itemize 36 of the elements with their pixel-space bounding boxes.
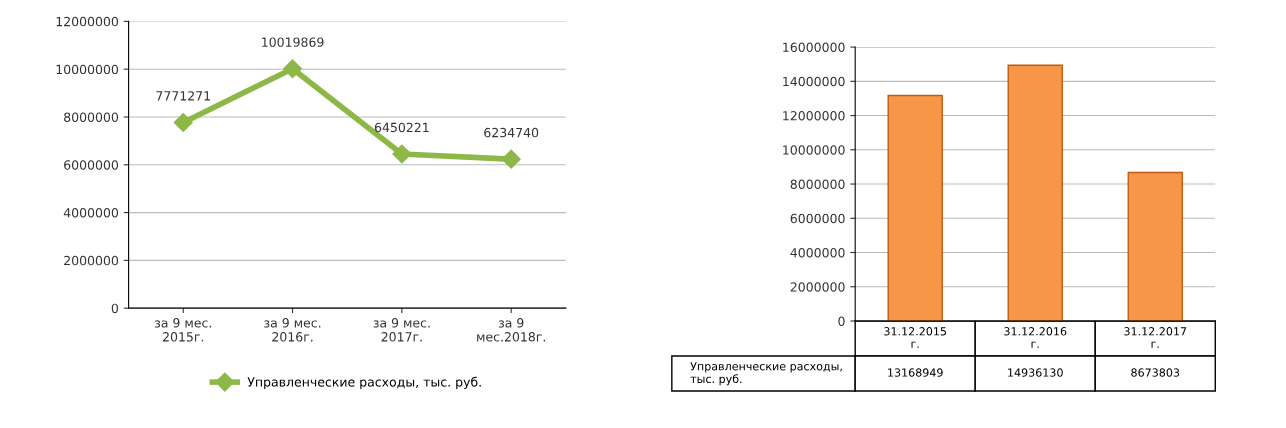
y-tick-label: 10000000	[56, 64, 119, 75]
data-label: 10019869	[262, 37, 324, 47]
point	[283, 59, 303, 79]
text: Управленческие расходы, тыс. руб.	[690, 362, 842, 386]
y-tick-label: 4000000	[790, 247, 845, 258]
x-tick-label: 31.12.2016 г.	[1004, 327, 1067, 348]
y-tick-label: 12000000	[56, 16, 119, 27]
data-label: 6450221	[374, 122, 429, 133]
x-tick-label: за 9 мес. 2016г.	[264, 318, 321, 342]
data-label: 13168949	[888, 368, 943, 377]
y-tick-label: 14000000	[783, 76, 845, 87]
data-label: 8673803	[1131, 368, 1180, 377]
point	[501, 149, 521, 169]
point	[392, 144, 412, 164]
y-tick-label: 2000000	[790, 282, 845, 292]
y-tick-label: 0	[838, 316, 845, 326]
x-tick-label: 31.12.2015 г.	[884, 327, 947, 348]
x-tick-label: 31.12.2017 г.	[1124, 327, 1187, 348]
data-label: 6234740	[484, 127, 539, 138]
legend-label: Управленческие расходы, тыс. руб.	[247, 376, 481, 390]
x-tick-label: за 9 мес. 2017г.	[373, 318, 430, 342]
x-tick-label: за 9 мес. 2015г.	[154, 318, 211, 342]
y-tick-label: 10000000	[783, 145, 845, 155]
data-label: 14936130	[1008, 368, 1063, 377]
y-tick-label: 8000000	[790, 179, 845, 189]
y-tick-label: 16000000	[783, 42, 845, 53]
point	[173, 112, 193, 132]
y-tick-label: 6000000	[64, 160, 119, 170]
x-tick-label: за 9 мес.2018г.	[477, 318, 545, 342]
y-tick-label: 8000000	[64, 112, 119, 122]
data-label: 7771271	[156, 91, 210, 101]
y-tick-label: 0	[111, 303, 119, 314]
y-tick-label: 12000000	[783, 111, 845, 121]
y-tick-label: 6000000	[790, 213, 845, 224]
y-tick-label: 2000000	[64, 255, 119, 266]
y-tick-label: 4000000	[63, 208, 119, 218]
